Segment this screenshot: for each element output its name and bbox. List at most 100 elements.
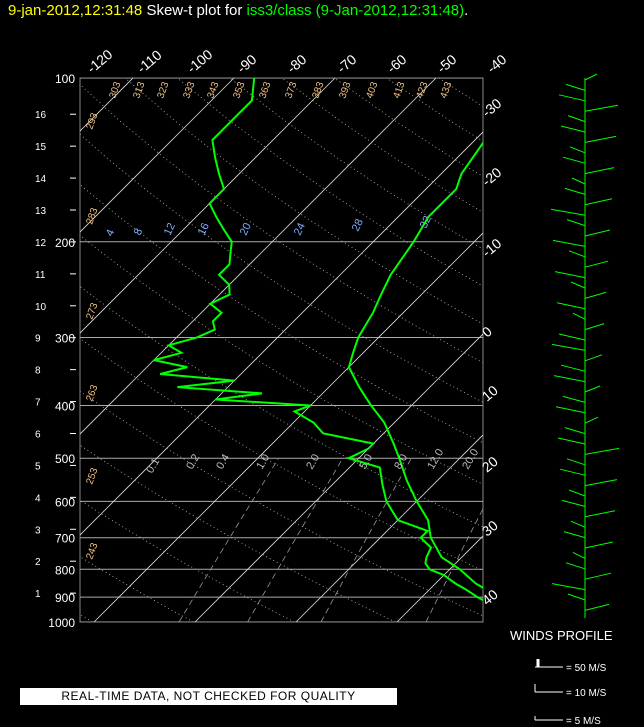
isotherm-line bbox=[295, 434, 483, 622]
height-tick-label: 3 bbox=[35, 525, 41, 536]
wind-legend-label: = 10 M/S bbox=[566, 688, 607, 699]
wind-barb bbox=[572, 312, 586, 320]
isotherm-line bbox=[80, 78, 437, 435]
theta-label: 363 bbox=[257, 80, 273, 100]
theta-label: 253 bbox=[84, 466, 100, 486]
dry-adiabat-line bbox=[80, 338, 483, 572]
mixing-ratio-label: 20.0 bbox=[460, 447, 481, 472]
temp-right-tick-label: 10 bbox=[479, 382, 501, 404]
mixing-label: 20 bbox=[238, 221, 254, 237]
mixing-ratio-label: 0.2 bbox=[184, 452, 202, 471]
mixing-label: 32 bbox=[418, 214, 434, 230]
wind-barb bbox=[584, 541, 614, 549]
wind-legend-label: = 5 M/S bbox=[566, 716, 601, 727]
height-tick-label: 7 bbox=[35, 398, 41, 409]
mixing-ratio-label: 8.0 bbox=[392, 452, 410, 471]
wind-barb bbox=[564, 427, 586, 435]
wind-barb bbox=[570, 520, 586, 528]
mixing-ratio-label: 12.0 bbox=[425, 447, 446, 472]
wind-barb bbox=[552, 239, 586, 247]
mixing-ratio-line bbox=[425, 507, 483, 622]
theta-label: 343 bbox=[205, 80, 221, 100]
wind-barb bbox=[584, 416, 599, 424]
height-tick-label: 5 bbox=[35, 461, 41, 472]
theta-label: 303 bbox=[107, 80, 123, 100]
height-tick-label: 15 bbox=[35, 142, 47, 153]
wind-barb bbox=[553, 375, 586, 383]
height-tick-label: 13 bbox=[35, 206, 47, 217]
theta-label: 323 bbox=[155, 80, 171, 100]
isotherm-line bbox=[80, 78, 336, 334]
wind-barb bbox=[584, 572, 612, 580]
wind-barb bbox=[563, 531, 586, 539]
dry-adiabat-line bbox=[333, 78, 483, 177]
wind-barb bbox=[565, 83, 586, 91]
temp-top-tick-label: -110 bbox=[134, 47, 165, 77]
temp-top-tick-label: -50 bbox=[434, 51, 460, 76]
dry-adiabat-line bbox=[177, 78, 483, 287]
wind-barb bbox=[551, 583, 586, 591]
wind-barb bbox=[562, 395, 586, 403]
wind-barb bbox=[584, 135, 617, 143]
wind-barb bbox=[584, 73, 598, 81]
dry-adiabat-line bbox=[80, 285, 483, 528]
wind-barb bbox=[584, 510, 616, 518]
theta-label: 413 bbox=[391, 80, 407, 100]
winds-profile-title: WINDS PROFILE bbox=[510, 628, 613, 643]
theta-label: 423 bbox=[414, 80, 430, 100]
theta-label: 353 bbox=[231, 80, 247, 100]
dry-adiabat-line bbox=[281, 78, 483, 213]
pressure-tick-label: 600 bbox=[55, 495, 75, 509]
temp-right-tick-label: 20 bbox=[479, 453, 501, 475]
height-tick-label: 4 bbox=[35, 493, 41, 504]
wind-barb bbox=[569, 146, 586, 154]
dry-adiabat-line bbox=[491, 78, 644, 622]
theta-label: 393 bbox=[337, 80, 353, 100]
temp-top-tick-label: -70 bbox=[334, 51, 360, 76]
wind-legend-label: = 50 M/S bbox=[566, 663, 607, 674]
dry-adiabat-line bbox=[80, 234, 483, 485]
isotherm-line bbox=[396, 535, 483, 622]
isotherm-line bbox=[599, 78, 644, 622]
dry-adiabat-line bbox=[80, 133, 483, 403]
height-tick-label: 10 bbox=[35, 302, 47, 313]
mixing-label: 4 bbox=[104, 228, 117, 239]
mixing-ratio-label: 0.1 bbox=[144, 456, 162, 475]
wind-barb bbox=[557, 437, 586, 445]
temp-top-tick-label: -40 bbox=[484, 51, 510, 76]
wind-barb bbox=[584, 603, 610, 611]
dewpoint-trace bbox=[153, 78, 483, 602]
mixing-label: 28 bbox=[350, 217, 366, 233]
wind-barb bbox=[567, 593, 586, 601]
mixing-ratio-label: 0.4 bbox=[214, 452, 232, 471]
wind-barb bbox=[584, 291, 607, 299]
dry-adiabat-line bbox=[596, 78, 644, 622]
height-tick-label: 12 bbox=[35, 238, 47, 249]
theta-label: 293 bbox=[84, 111, 100, 131]
quality-banner: REAL-TIME DATA, NOT CHECKED FOR QUALITY bbox=[20, 688, 397, 705]
pressure-tick-label: 800 bbox=[55, 563, 75, 577]
wind-barb bbox=[584, 260, 609, 268]
temp-right-tick-label: 30 bbox=[479, 517, 501, 539]
mixing-ratio-line bbox=[320, 458, 412, 622]
temperature-trace bbox=[347, 141, 483, 589]
temp-top-tick-label: -80 bbox=[284, 51, 310, 76]
theta-label: 273 bbox=[84, 301, 100, 321]
theta-label: 403 bbox=[364, 80, 380, 100]
mixing-label: 8 bbox=[132, 227, 145, 238]
temp-right-tick-label: 40 bbox=[479, 586, 501, 608]
wind-barb bbox=[584, 447, 620, 455]
pressure-tick-label: 400 bbox=[55, 400, 75, 414]
wind-barb bbox=[554, 271, 586, 279]
wind-barb bbox=[570, 281, 586, 289]
mixing-ratio-line bbox=[178, 457, 279, 622]
dry-adiabat-line bbox=[80, 614, 93, 622]
wind-barb bbox=[584, 479, 618, 487]
mixing-ratio-line bbox=[637, 458, 644, 622]
mixing-label: 24 bbox=[292, 221, 308, 237]
mixing-ratio-label: 5.0 bbox=[357, 452, 375, 471]
wind-barb bbox=[562, 156, 586, 164]
height-tick-label: 11 bbox=[35, 270, 46, 281]
theta-label: 243 bbox=[84, 541, 100, 561]
